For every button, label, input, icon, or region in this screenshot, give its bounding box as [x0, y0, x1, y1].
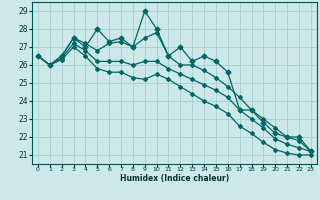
X-axis label: Humidex (Indice chaleur): Humidex (Indice chaleur)	[120, 174, 229, 183]
